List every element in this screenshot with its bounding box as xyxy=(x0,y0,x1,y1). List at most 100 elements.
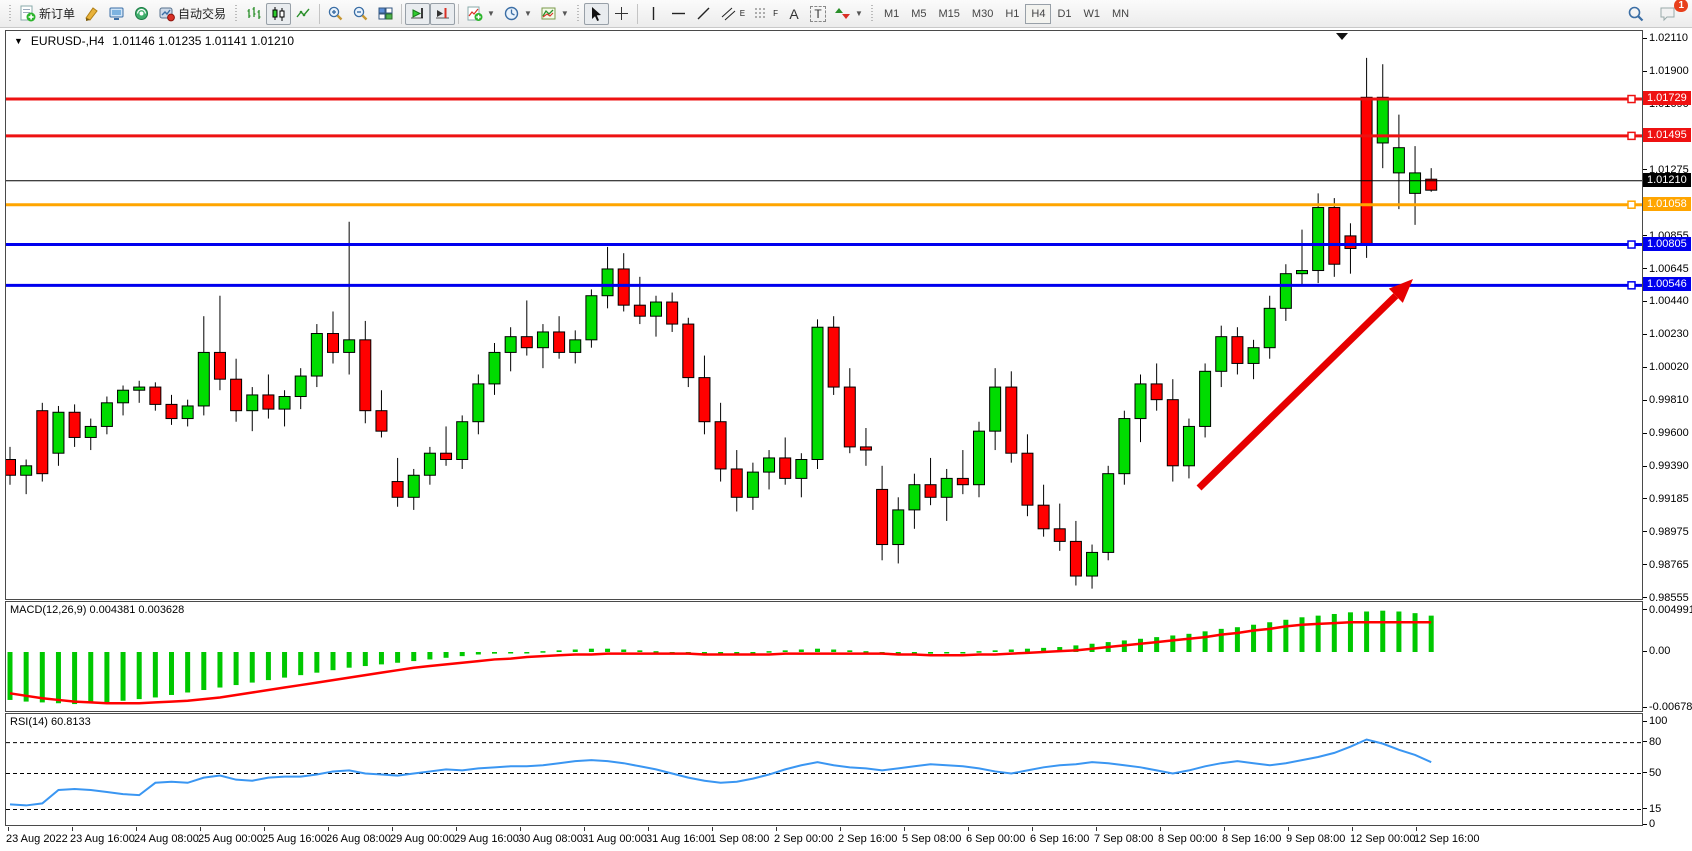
candle xyxy=(1215,325,1228,388)
chart-bars-button[interactable] xyxy=(241,3,266,25)
macd-histogram-bar xyxy=(766,651,772,653)
trend-arrow-head[interactable] xyxy=(1388,279,1413,303)
tf-m5-button[interactable]: M5 xyxy=(911,7,927,20)
dropdown-caret-icon: ▼ xyxy=(523,9,532,18)
date-tick xyxy=(712,827,713,831)
date-label: 12 Sep 00:00 xyxy=(1350,833,1416,845)
periods-button[interactable]: ▼ xyxy=(499,3,536,25)
date-tick xyxy=(1160,827,1161,831)
tf-w1-button[interactable]: W1 xyxy=(1083,7,1101,20)
macd-histogram-bar xyxy=(1073,645,1079,652)
horizontal-line-tool[interactable] xyxy=(666,3,691,25)
chart-window: ▼ EURUSD-,H4 1.01146 1.01235 1.01141 1.0… xyxy=(0,28,1692,851)
toolbar-separator xyxy=(319,3,321,24)
tf-mn-button[interactable]: MN xyxy=(1112,7,1130,20)
date-label: 1 Sep 08:00 xyxy=(710,833,770,845)
toolbar-drag-handle[interactable] xyxy=(7,4,12,23)
candle xyxy=(520,300,533,356)
autotrading-button[interactable]: 自动交易 xyxy=(154,3,230,25)
macd-histogram-bar xyxy=(1234,627,1240,652)
price-tick-label: 1.00230 xyxy=(1643,328,1689,340)
cursor-button[interactable] xyxy=(583,2,609,25)
metaeditor-button[interactable] xyxy=(79,3,104,25)
tf-m30-button[interactable]: M30 xyxy=(971,7,994,20)
line-anchor-marker[interactable] xyxy=(1627,240,1636,249)
symbol-period-label: EURUSD-,H4 xyxy=(30,34,105,48)
one-click-trading-toggle[interactable]: ▼ xyxy=(14,36,23,46)
macd-histogram-bar xyxy=(1008,649,1014,652)
tile-windows-button[interactable] xyxy=(373,3,398,25)
price-tick-label: 1.00645 xyxy=(1643,263,1689,275)
candle xyxy=(262,374,275,419)
indicators-button[interactable]: ▼ xyxy=(462,3,499,25)
macd-pane[interactable]: MACD(12,26,9) 0.004381 0.003628 xyxy=(5,601,1643,712)
text-tool[interactable]: A xyxy=(782,3,806,25)
chart-candles-button[interactable] xyxy=(266,2,292,25)
line-anchor-marker[interactable] xyxy=(1627,94,1636,104)
auto-scroll-button[interactable] xyxy=(405,2,431,25)
signals-button[interactable] xyxy=(129,3,154,25)
line-anchor-marker[interactable] xyxy=(1627,131,1636,141)
chart-shift-marker[interactable] xyxy=(1336,33,1348,40)
search-button[interactable] xyxy=(1623,3,1649,25)
line-anchor-marker[interactable] xyxy=(1627,281,1636,290)
price-pane[interactable]: ▼ EURUSD-,H4 1.01146 1.01235 1.01141 1.0… xyxy=(5,30,1643,600)
macd-tick-label: 0.004991 xyxy=(1643,604,1692,616)
date-tick xyxy=(776,827,777,831)
price-axis[interactable]: 1.021101.019001.016901.012751.008551.006… xyxy=(1643,28,1692,830)
date-label: 12 Sep 16:00 xyxy=(1414,833,1480,845)
date-tick xyxy=(264,827,265,831)
rsi-line xyxy=(9,738,1432,807)
chart-shift-button[interactable] xyxy=(430,2,456,25)
macd-histogram-bar xyxy=(1315,615,1321,652)
candlestick-chart[interactable] xyxy=(6,31,1642,599)
new-order-button[interactable]: 新订单 xyxy=(15,3,79,25)
macd-label: MACD(12,26,9) 0.004381 0.003628 xyxy=(10,604,185,616)
toolbar-drag-handle[interactable] xyxy=(233,4,239,23)
tf-h1-button[interactable]: H1 xyxy=(1005,7,1020,20)
rsi-chart[interactable] xyxy=(6,714,1642,825)
text-label-tool[interactable]: T xyxy=(806,3,830,25)
candle xyxy=(1053,503,1066,551)
macd-histogram-bar xyxy=(55,652,61,704)
crosshair-button[interactable] xyxy=(609,3,634,25)
tf-m15-button[interactable]: M15 xyxy=(938,7,960,20)
vertical-line-tool[interactable] xyxy=(641,3,666,25)
candle xyxy=(956,450,969,495)
channel-tool[interactable]: E xyxy=(716,3,749,25)
zoom-in-button[interactable] xyxy=(323,3,348,25)
trend-arrow[interactable] xyxy=(1196,293,1399,491)
date-label: 26 Aug 08:00 xyxy=(326,833,391,845)
templates-button[interactable]: ▼ xyxy=(536,3,573,25)
tf-d1-button[interactable]: D1 xyxy=(1057,7,1072,20)
rsi-pane[interactable]: RSI(14) 60.8133 xyxy=(5,713,1643,826)
line-chart-icon xyxy=(296,8,310,18)
date-label: 6 Sep 00:00 xyxy=(966,833,1026,845)
terminal-button[interactable] xyxy=(104,3,129,25)
template-icon xyxy=(541,7,556,20)
clock-icon xyxy=(504,6,519,21)
cursor-icon xyxy=(591,7,601,21)
fibonacci-tool[interactable]: F xyxy=(749,3,782,25)
macd-histogram-bar xyxy=(314,652,320,673)
macd-histogram-bar xyxy=(831,649,837,652)
toolbar-drag-handle[interactable] xyxy=(575,4,581,23)
new-order-icon xyxy=(20,5,36,22)
chart-line-button[interactable] xyxy=(291,3,316,25)
macd-histogram-bar xyxy=(1186,633,1192,652)
line-anchor-marker[interactable] xyxy=(1627,200,1636,209)
trendline-tool[interactable] xyxy=(691,3,716,25)
zoom-out-button[interactable] xyxy=(348,3,373,25)
macd-chart[interactable] xyxy=(6,602,1642,711)
candle xyxy=(488,342,501,395)
tf-h4-button[interactable]: H4 xyxy=(1025,3,1052,24)
tf-m1-button[interactable]: M1 xyxy=(883,7,900,20)
candle xyxy=(165,394,178,425)
date-tick xyxy=(1416,827,1417,831)
date-axis[interactable]: 23 Aug 2022 23 Aug 16:00 24 Aug 08:00 25 Au… xyxy=(5,827,1692,849)
toolbar-drag-handle[interactable] xyxy=(869,4,875,23)
arrows-tool[interactable]: ▼ xyxy=(830,3,867,25)
metaeditor-icon xyxy=(85,7,98,21)
notifications-button[interactable]: 1 xyxy=(1655,0,1688,25)
arrows-icon xyxy=(835,8,851,19)
